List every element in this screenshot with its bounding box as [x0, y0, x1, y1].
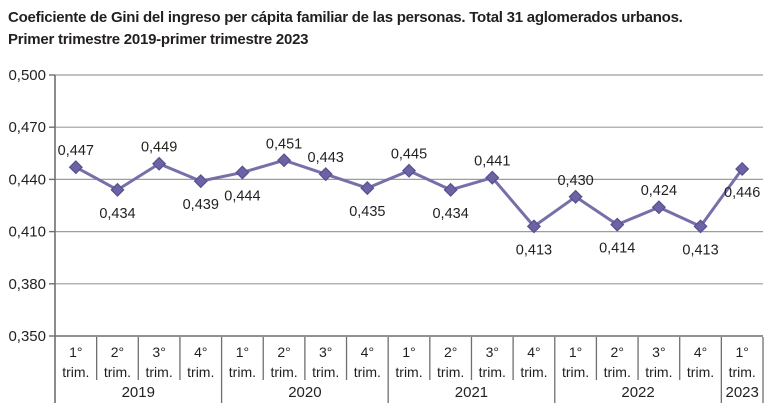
x-axis-quarter-sublabel: trim.: [479, 364, 506, 380]
data-point-marker: [568, 189, 583, 204]
x-axis-quarter-sublabel: trim.: [62, 364, 89, 380]
x-axis-quarter-sublabel: trim.: [687, 364, 714, 380]
data-point-marker: [485, 170, 500, 185]
x-axis-quarter-sublabel: trim.: [604, 364, 631, 380]
x-axis-quarter-sublabel: trim.: [520, 364, 547, 380]
x-axis-year-label: 2023: [725, 384, 758, 401]
x-axis-quarter-sublabel: trim.: [395, 364, 422, 380]
x-axis-quarter-label: 2°: [444, 344, 457, 360]
x-axis-quarter-sublabel: trim.: [270, 364, 297, 380]
x-axis-quarter-sublabel: trim.: [312, 364, 339, 380]
x-axis-quarter-sublabel: trim.: [354, 364, 381, 380]
x-axis-year-label: 2020: [288, 384, 321, 401]
x-axis-quarter-label: 4°: [694, 344, 707, 360]
data-point-marker: [443, 182, 458, 197]
y-axis-tick-label: 0,350: [8, 328, 46, 345]
y-axis-tick-label: 0,380: [8, 276, 46, 293]
data-point-marker: [277, 153, 292, 168]
x-axis-year-label: 2019: [122, 384, 155, 401]
data-point-marker: [68, 160, 83, 175]
x-axis-quarter-sublabel: trim.: [104, 364, 131, 380]
data-point-label: 0,414: [599, 241, 635, 257]
data-point-label: 0,424: [641, 183, 677, 199]
data-point-label: 0,441: [474, 154, 510, 170]
x-axis-quarter-sublabel: trim.: [729, 364, 756, 380]
chart-title-line2: Primer trimestre 2019-primer trimestre 2…: [8, 31, 309, 48]
data-point-label: 0,430: [557, 173, 593, 189]
x-axis-quarter-label: 3°: [652, 344, 665, 360]
data-point-marker: [526, 219, 541, 234]
x-axis-quarter-sublabel: trim.: [146, 364, 173, 380]
data-point-label: 0,446: [724, 185, 760, 201]
data-point-marker: [152, 156, 167, 171]
data-point-marker: [193, 174, 208, 189]
data-point-marker: [735, 161, 750, 177]
data-point-label: 0,445: [391, 147, 427, 163]
data-point-marker: [610, 217, 625, 232]
x-axis-quarter-label: 2°: [277, 344, 290, 360]
x-axis-quarter-label: 3°: [152, 344, 165, 360]
data-point-label: 0,439: [183, 197, 219, 213]
x-axis-quarter-sublabel: trim.: [562, 364, 589, 380]
x-axis-quarter-label: 1°: [402, 344, 415, 360]
x-axis-quarter-label: 1°: [569, 344, 582, 360]
data-point-marker: [360, 181, 375, 196]
data-point-label: 0,435: [349, 204, 385, 220]
x-axis-quarter-label: 4°: [194, 344, 207, 360]
data-point-label: 0,434: [99, 206, 135, 222]
data-point-label: 0,447: [58, 143, 94, 159]
x-axis-quarter-label: 1°: [236, 344, 249, 360]
x-axis-quarter-label: 2°: [111, 344, 124, 360]
x-axis-year-label: 2022: [621, 384, 654, 401]
x-axis-quarter-sublabel: trim.: [187, 364, 214, 380]
data-point-marker: [693, 219, 708, 234]
data-point-marker: [235, 165, 250, 180]
chart-title: Coeficiente de Gini del ingreso per cápi…: [8, 7, 768, 51]
data-point-label: 0,449: [141, 140, 177, 156]
x-axis-quarter-label: 4°: [361, 344, 374, 360]
x-axis-quarter-label: 1°: [735, 344, 748, 360]
x-axis-quarter-label: 2°: [611, 344, 624, 360]
x-axis-year-label: 2021: [455, 384, 488, 401]
x-axis-quarter-sublabel: trim.: [229, 364, 256, 380]
x-axis-quarter-sublabel: trim.: [645, 364, 672, 380]
data-point-label: 0,444: [224, 188, 260, 204]
y-axis-tick-label: 0,410: [8, 224, 46, 241]
data-point-marker: [110, 182, 125, 197]
y-axis-tick-label: 0,470: [8, 119, 46, 136]
data-point-marker: [401, 163, 417, 178]
data-point-label: 0,434: [432, 206, 468, 222]
chart-title-line1: Coeficiente de Gini del ingreso per cápi…: [8, 9, 683, 26]
x-axis-quarter-label: 4°: [527, 344, 540, 360]
data-point-label: 0,413: [682, 242, 718, 258]
y-axis-tick-label: 0,500: [8, 67, 46, 84]
data-point-label: 0,451: [266, 136, 302, 152]
x-axis-quarter-label: 1°: [69, 344, 82, 360]
data-point-marker: [651, 200, 666, 215]
data-point-label: 0,413: [516, 242, 552, 258]
x-axis-quarter-label: 3°: [486, 344, 499, 360]
data-point-marker: [318, 167, 333, 182]
x-axis-quarter-label: 3°: [319, 344, 332, 360]
y-axis-tick-label: 0,440: [8, 171, 46, 188]
data-point-label: 0,443: [308, 150, 344, 166]
x-axis-quarter-sublabel: trim.: [437, 364, 464, 380]
